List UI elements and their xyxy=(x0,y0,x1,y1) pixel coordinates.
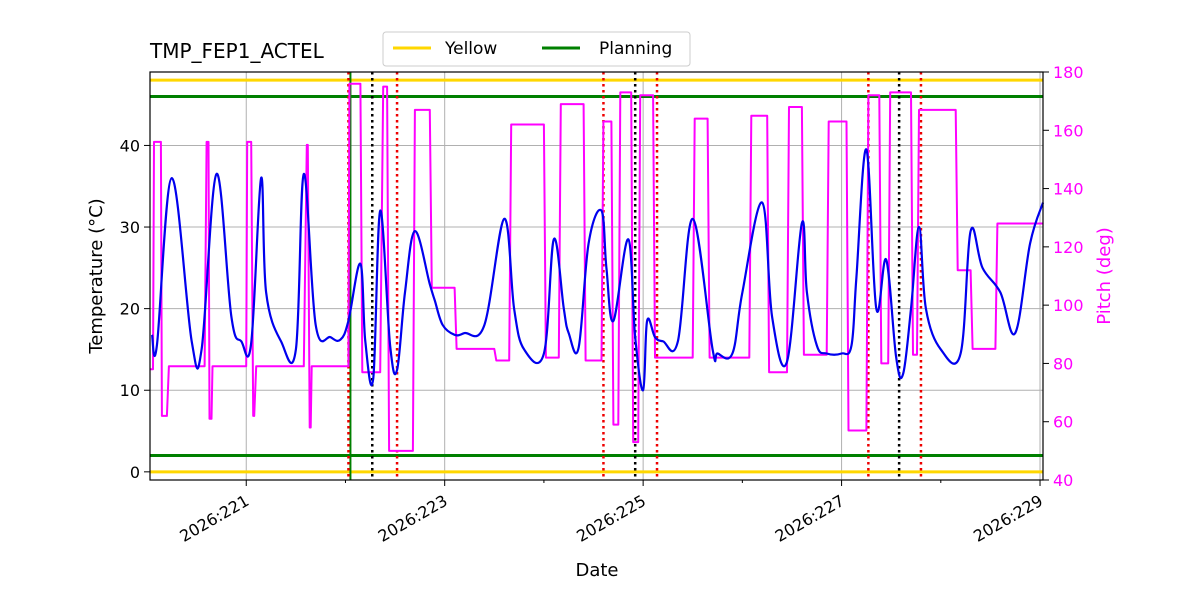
y-right-tick-label-1: 60 xyxy=(1053,413,1073,432)
y-left-tick-label-1: 10 xyxy=(120,381,140,400)
y-right-tick-label-0: 40 xyxy=(1053,471,1073,490)
y-left-tick-label-4: 40 xyxy=(120,136,140,155)
x-axis-title: Date xyxy=(575,560,618,581)
y-right-tick-label-7: 180 xyxy=(1053,63,1084,82)
y-axis-title-right: Pitch (deg) xyxy=(1094,227,1115,325)
y-right-tick-label-5: 140 xyxy=(1053,180,1084,199)
y-right-tick-label-6: 160 xyxy=(1053,121,1084,140)
legend-label-yellow: Yellow xyxy=(444,39,497,59)
x-tick-label-0: 2026:221 xyxy=(176,491,252,546)
temperature-series-line xyxy=(150,148,1045,392)
pitch-series-line xyxy=(150,82,1043,452)
chart-title: TMP_FEP1_ACTEL xyxy=(149,39,325,63)
y-right-tick-label-3: 100 xyxy=(1053,296,1084,315)
x-tick-label-2: 2026:225 xyxy=(573,491,649,546)
legend-box xyxy=(382,31,691,67)
plot-area xyxy=(150,72,1043,480)
x-tick-label-3: 2026:227 xyxy=(772,491,848,546)
y-left-tick-label-2: 20 xyxy=(120,300,140,319)
y-left-tick-label-3: 30 xyxy=(120,218,140,237)
x-tick-label-1: 2026:223 xyxy=(375,491,451,546)
legend: Yellow Planning xyxy=(382,31,691,67)
y-right-tick-label-4: 120 xyxy=(1053,238,1084,257)
y-axis-title-left: Temperature (°C) xyxy=(86,198,107,354)
plot-frame xyxy=(149,71,1044,481)
limit-lines xyxy=(150,78,1043,474)
x-tick-label-4: 2026:229 xyxy=(970,491,1046,546)
legend-label-planning: Planning xyxy=(599,39,672,59)
series-layer xyxy=(150,82,1045,452)
y-right-tick-label-2: 80 xyxy=(1053,354,1073,373)
y-left-tick-label-0: 0 xyxy=(130,463,140,482)
